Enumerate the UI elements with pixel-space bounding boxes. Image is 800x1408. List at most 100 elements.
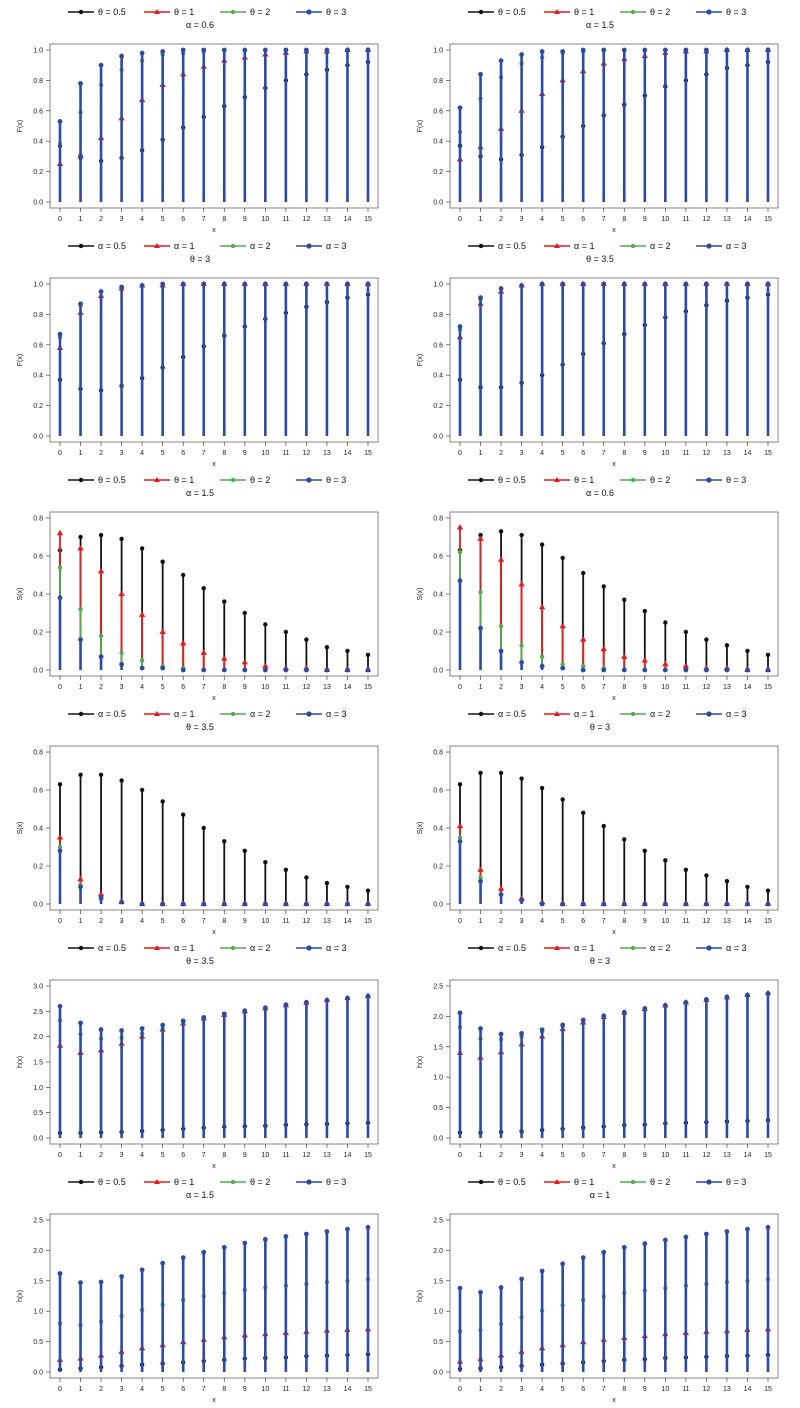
data-point — [621, 653, 628, 659]
y-tick-label: 0.2 — [433, 630, 443, 637]
data-point — [765, 667, 771, 673]
plot-frame — [449, 277, 779, 443]
legend-marker — [706, 477, 712, 483]
legend-item: θ = 0.5 — [468, 1177, 526, 1187]
data-point — [201, 901, 207, 907]
y-tick-label: 0.0 — [433, 668, 443, 675]
legend-item: α = 1 — [544, 943, 594, 953]
legend-item: θ = 3 — [296, 7, 346, 17]
x-tick-label: 13 — [723, 450, 731, 457]
data-point — [600, 645, 607, 652]
y-tick-label: 0.2 — [433, 864, 443, 871]
x-tick-label: 4 — [140, 216, 144, 223]
data-point — [283, 629, 289, 635]
y-axis-label: F(x) — [17, 120, 24, 132]
x-tick-label: 2 — [499, 1152, 503, 1159]
data-point — [283, 867, 289, 872]
data-point — [98, 62, 104, 68]
x-tick-label: 15 — [764, 1152, 772, 1159]
x-tick-label: 10 — [261, 684, 269, 691]
chart-title: θ = 3 — [590, 722, 610, 732]
x-tick-label: 6 — [581, 216, 585, 223]
x-axis-label: x — [212, 461, 216, 468]
y-tick-label: 0.0 — [33, 1370, 43, 1377]
data-point — [119, 1028, 124, 1033]
y-tick-label: 0.5 — [33, 1110, 43, 1117]
x-tick-label: 1 — [479, 684, 483, 691]
data-point — [724, 47, 730, 53]
data-point — [262, 662, 269, 669]
data-point — [539, 542, 545, 547]
y-tick-label: 0.2 — [433, 169, 443, 176]
data-point — [478, 878, 483, 884]
legend-item: α = 0.5 — [68, 943, 126, 953]
x-tick-label: 12 — [303, 1386, 311, 1393]
data-point — [345, 995, 350, 1001]
data-point — [519, 776, 524, 781]
chart-title: θ = 3.5 — [586, 254, 614, 264]
data-point — [324, 1229, 330, 1234]
x-tick-label: 13 — [723, 1152, 731, 1159]
x-tick-label: 8 — [222, 1386, 226, 1393]
data-point — [601, 901, 607, 907]
chart-svg: θ = 0.5 θ = 1 θ = 2 θ = 3 α = 0.6 0.0 0.2 0.4 0.… — [17, 7, 379, 234]
data-point — [497, 885, 505, 891]
legend-marker — [630, 711, 636, 717]
data-point — [704, 873, 709, 878]
data-point — [478, 532, 483, 538]
data-point — [477, 535, 484, 541]
series-group — [56, 46, 372, 202]
x-tick-label: 9 — [243, 216, 247, 223]
legend-marker — [706, 1179, 712, 1185]
x-tick-label: 8 — [622, 1386, 626, 1393]
y-tick-label: 0.0 — [433, 1370, 443, 1377]
y-axis-label: h(x) — [17, 1056, 24, 1068]
data-point — [683, 1000, 689, 1005]
x-tick-label: 0 — [458, 450, 462, 457]
legend-marker — [630, 9, 636, 15]
data-point — [242, 901, 248, 907]
x-tick-label: 8 — [622, 918, 626, 925]
y-axis-label: S(x) — [17, 588, 24, 601]
data-point — [539, 901, 545, 907]
x-tick-label: 2 — [499, 1386, 503, 1393]
data-point — [160, 559, 165, 564]
data-point — [283, 47, 289, 53]
chart-panel: θ = 0.5 θ = 1 θ = 2 θ = 3 α = 1.5 0.0 0.2 0.4 0.… — [400, 0, 800, 234]
data-point — [345, 47, 350, 53]
legend-item: θ = 3 — [296, 1177, 346, 1187]
legend-marker — [706, 9, 712, 15]
x-tick-label: 5 — [561, 684, 565, 691]
x-tick-label: 4 — [140, 450, 144, 457]
data-point — [242, 281, 248, 287]
data-point — [324, 901, 330, 907]
x-tick-label: 10 — [261, 216, 269, 223]
data-point — [456, 822, 464, 829]
legend-label: θ = 2 — [250, 7, 270, 17]
x-tick-label: 7 — [602, 918, 606, 925]
x-tick-label: 5 — [161, 216, 165, 223]
x-tick-label: 3 — [520, 1386, 524, 1393]
x-tick-label: 15 — [764, 216, 772, 223]
legend-marker — [154, 945, 160, 950]
legend-label: θ = 0.5 — [98, 7, 126, 17]
x-tick-label: 4 — [540, 684, 544, 691]
x-tick-label: 7 — [202, 1386, 206, 1393]
data-point — [621, 901, 627, 907]
data-point — [601, 1013, 607, 1019]
y-tick-label: 0.0 — [33, 902, 43, 909]
x-tick-label: 2 — [99, 918, 103, 925]
data-point — [560, 665, 566, 671]
series-group — [57, 772, 371, 904]
y-axis-label: S(x) — [417, 588, 424, 601]
legend-item: θ = 3 — [696, 1177, 746, 1187]
data-point — [98, 633, 104, 638]
x-tick-label: 7 — [202, 216, 206, 223]
series-group — [57, 532, 371, 670]
x-tick-label: 7 — [602, 450, 606, 457]
x-tick-label: 10 — [661, 450, 669, 457]
legend-marker — [306, 9, 312, 15]
legend-item: α = 0.5 — [68, 709, 126, 719]
data-point — [78, 1020, 83, 1026]
x-tick-label: 10 — [261, 450, 269, 457]
